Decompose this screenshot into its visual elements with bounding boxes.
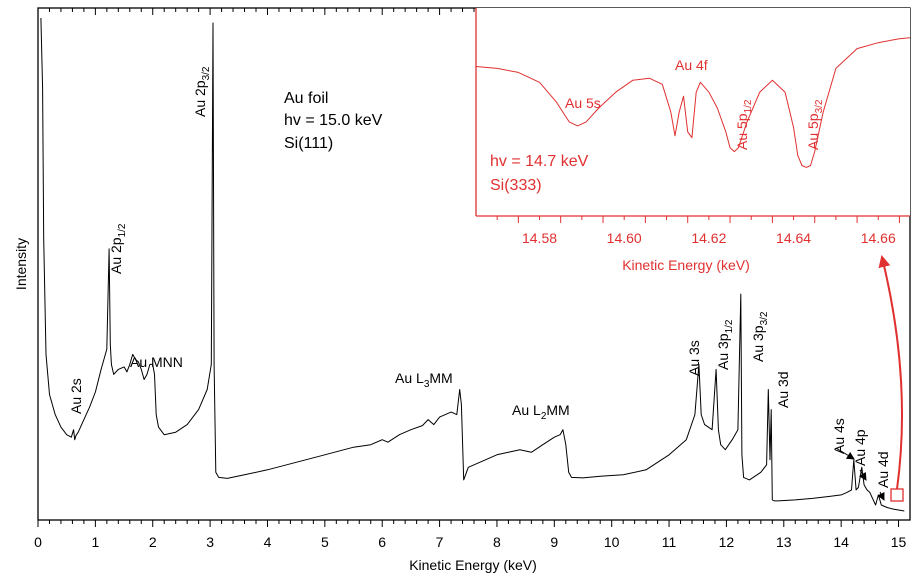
main-x-tick-label: 12 bbox=[719, 534, 735, 550]
main-x-tick-label: 2 bbox=[149, 534, 157, 550]
arrow-au-4s bbox=[835, 447, 855, 460]
main-x-tick-label: 5 bbox=[321, 534, 329, 550]
main-x-tick-label: 15 bbox=[891, 534, 907, 550]
inset-x-tick-label: 14.66 bbox=[861, 230, 896, 246]
main-x-tick-label: 6 bbox=[378, 534, 386, 550]
main-x-tick-label: 8 bbox=[493, 534, 501, 550]
label-au-5s: Au 5s bbox=[565, 95, 601, 111]
main-x-tick-label: 7 bbox=[436, 534, 444, 550]
label-au-5p32: Au 5p3/2 bbox=[805, 99, 825, 150]
inset-x-tick-label: 14.58 bbox=[522, 230, 557, 246]
zoom-connector-arrow bbox=[878, 255, 903, 490]
label-au-3p32: Au 3p3/2 bbox=[750, 311, 770, 362]
label-au-4d: Au 4d bbox=[875, 451, 891, 488]
inset-x-tick-label: 14.60 bbox=[607, 230, 642, 246]
main-spectrum-line bbox=[40, 17, 905, 512]
main-x-tick-label: 14 bbox=[833, 534, 849, 550]
inset-background bbox=[476, 8, 910, 216]
inset-info-crystal: Si(333) bbox=[490, 177, 542, 194]
label-au-2s: Au 2s bbox=[68, 378, 84, 414]
main-x-tick-label: 4 bbox=[264, 534, 272, 550]
zoom-region-box bbox=[890, 488, 904, 502]
main-info-crystal: Si(111) bbox=[284, 135, 333, 152]
label-au-5p12: Au 5p1/2 bbox=[734, 99, 754, 150]
arrow-au-4d bbox=[877, 491, 885, 501]
main-x-tick-label: 13 bbox=[776, 534, 792, 550]
label-au-3d: Au 3d bbox=[775, 371, 791, 408]
label-au-3s: Au 3s bbox=[686, 340, 702, 376]
label-au-mnn: Au MNN bbox=[130, 354, 183, 370]
label-au-2p12: Au 2p1/2 bbox=[108, 223, 128, 274]
arrow-au-4p bbox=[858, 469, 867, 481]
inset-x-ticks: 14.58 14.60 14.62 14.64 14.66 bbox=[496, 216, 900, 246]
main-x-ticks: 0 1 2 3 4 5 6 7 8 9 10 11 12 13 14 15 bbox=[34, 520, 907, 550]
label-au-l2mm: Au L2MM bbox=[512, 402, 570, 422]
main-info-sample: Au foil bbox=[284, 90, 328, 107]
main-x-tick-label: 3 bbox=[206, 534, 214, 550]
main-x-tick-label: 1 bbox=[91, 534, 99, 550]
label-au-4s: Au 4s bbox=[831, 418, 847, 454]
label-au-4p: Au 4p bbox=[852, 429, 868, 466]
main-x-tick-label: 11 bbox=[662, 534, 677, 550]
main-info-photon-energy: hv = 15.0 keV bbox=[284, 112, 383, 129]
main-x-axis-label: Kinetic Energy (keV) bbox=[409, 557, 537, 573]
inset-info-photon-energy: hv = 14.7 keV bbox=[490, 153, 589, 170]
main-x-tick-label: 9 bbox=[550, 534, 558, 550]
inset-x-axis-label: Kinetic Energy (keV) bbox=[622, 257, 750, 273]
inset-x-tick-label: 14.62 bbox=[691, 230, 726, 246]
label-au-l3mm: Au L3MM bbox=[395, 370, 453, 390]
inset-x-tick-label: 14.64 bbox=[776, 230, 811, 246]
label-au-2p32: Au 2p3/2 bbox=[192, 66, 212, 117]
main-x-tick-label: 10 bbox=[604, 534, 620, 550]
label-au-4f: Au 4f bbox=[675, 57, 708, 73]
label-au-3p12: Au 3p1/2 bbox=[715, 319, 735, 370]
main-y-axis-label: Intensity bbox=[13, 238, 29, 290]
inset-spectrum-line bbox=[475, 37, 911, 168]
main-x-tick-label: 0 bbox=[34, 534, 42, 550]
